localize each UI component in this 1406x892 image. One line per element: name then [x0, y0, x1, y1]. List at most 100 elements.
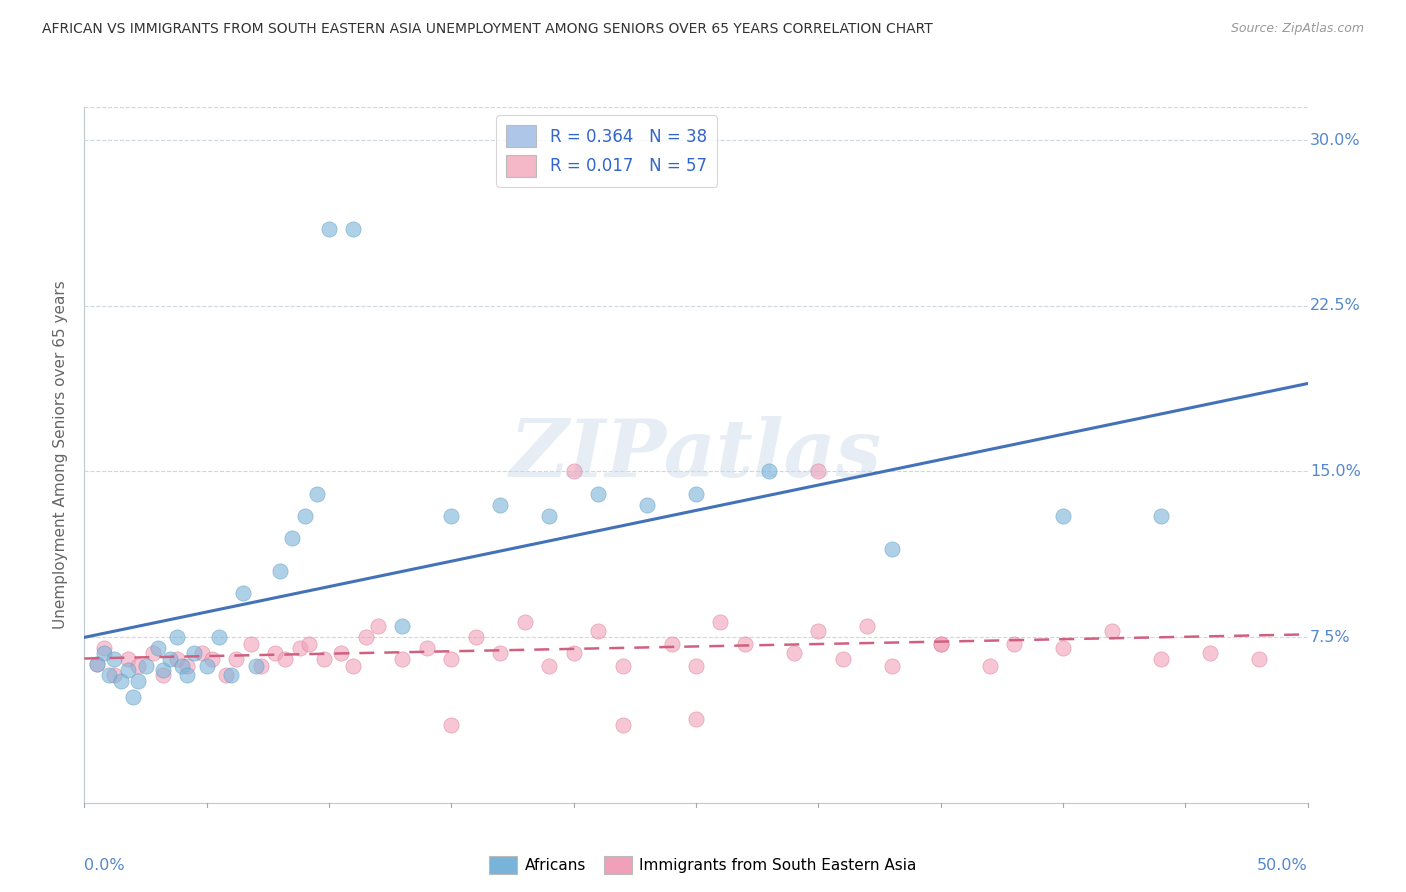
Point: [612, 658, 634, 673]
Point: [249, 658, 271, 673]
Point: [562, 465, 585, 479]
Point: [159, 652, 181, 666]
Point: [142, 646, 165, 660]
Point: [758, 465, 780, 479]
Legend: R = 0.364   N = 38, R = 0.017   N = 57: R = 0.364 N = 38, R = 0.017 N = 57: [496, 115, 717, 186]
Text: Source: ZipAtlas.com: Source: ZipAtlas.com: [1230, 22, 1364, 36]
Point: [110, 674, 132, 689]
Point: [464, 630, 486, 644]
Point: [929, 637, 952, 651]
Point: [318, 221, 340, 235]
Y-axis label: Unemployment Among Seniors over 65 years: Unemployment Among Seniors over 65 years: [53, 281, 69, 629]
Point: [1052, 641, 1074, 656]
Point: [176, 667, 198, 681]
Text: 0.0%: 0.0%: [84, 858, 125, 873]
Point: [122, 690, 145, 704]
Point: [135, 658, 157, 673]
Point: [269, 564, 291, 578]
Point: [225, 652, 247, 666]
Point: [1247, 652, 1270, 666]
Point: [489, 646, 512, 660]
Point: [440, 718, 463, 732]
Point: [281, 531, 304, 545]
Point: [562, 646, 585, 660]
Point: [342, 658, 364, 673]
Point: [391, 619, 413, 633]
Point: [103, 652, 125, 666]
Text: 50.0%: 50.0%: [1257, 858, 1308, 873]
Point: [391, 652, 413, 666]
Point: [929, 637, 952, 651]
Point: [1002, 637, 1025, 651]
Point: [86, 657, 108, 671]
Point: [685, 486, 707, 500]
Point: [294, 508, 316, 523]
Point: [117, 652, 139, 666]
Point: [172, 658, 194, 673]
Point: [195, 658, 218, 673]
Point: [734, 637, 756, 651]
Text: AFRICAN VS IMMIGRANTS FROM SOUTH EASTERN ASIA UNEMPLOYMENT AMONG SENIORS OVER 65: AFRICAN VS IMMIGRANTS FROM SOUTH EASTERN…: [42, 22, 934, 37]
Point: [239, 637, 262, 651]
Point: [513, 615, 536, 629]
Point: [709, 615, 731, 629]
Text: ZIPatlas: ZIPatlas: [510, 417, 882, 493]
Point: [103, 667, 125, 681]
Point: [367, 619, 389, 633]
Point: [612, 718, 634, 732]
Point: [783, 646, 806, 660]
Point: [342, 221, 364, 235]
Point: [93, 641, 115, 656]
Point: [97, 667, 120, 681]
Point: [538, 508, 561, 523]
Point: [215, 667, 238, 681]
Point: [416, 641, 439, 656]
Point: [314, 652, 336, 666]
Point: [305, 486, 328, 500]
Point: [288, 641, 311, 656]
Point: [176, 658, 198, 673]
Point: [183, 646, 205, 660]
Point: [440, 508, 463, 523]
Point: [274, 652, 297, 666]
Point: [127, 658, 149, 673]
Point: [1052, 508, 1074, 523]
Point: [127, 674, 149, 689]
Text: 30.0%: 30.0%: [1310, 133, 1361, 148]
Point: [191, 646, 214, 660]
Point: [330, 646, 353, 660]
Point: [661, 637, 683, 651]
Point: [152, 663, 174, 677]
Point: [685, 658, 707, 673]
Point: [807, 624, 830, 638]
Point: [856, 619, 879, 633]
Point: [586, 624, 609, 638]
Point: [166, 630, 188, 644]
Point: [489, 498, 512, 512]
Text: 15.0%: 15.0%: [1310, 464, 1361, 479]
Point: [86, 657, 108, 671]
Point: [146, 641, 169, 656]
Legend: Africans, Immigrants from South Eastern Asia: Africans, Immigrants from South Eastern …: [484, 850, 922, 880]
Point: [298, 637, 321, 651]
Point: [1150, 508, 1173, 523]
Point: [1101, 624, 1123, 638]
Point: [538, 658, 561, 673]
Point: [208, 630, 231, 644]
Point: [152, 667, 174, 681]
Text: 22.5%: 22.5%: [1310, 298, 1361, 313]
Point: [979, 658, 1001, 673]
Point: [880, 658, 903, 673]
Point: [200, 652, 222, 666]
Point: [166, 652, 188, 666]
Point: [807, 465, 830, 479]
Text: 7.5%: 7.5%: [1310, 630, 1351, 645]
Point: [245, 658, 267, 673]
Point: [117, 663, 139, 677]
Point: [264, 646, 287, 660]
Point: [354, 630, 377, 644]
Point: [1150, 652, 1173, 666]
Point: [440, 652, 463, 666]
Point: [586, 486, 609, 500]
Point: [880, 541, 903, 556]
